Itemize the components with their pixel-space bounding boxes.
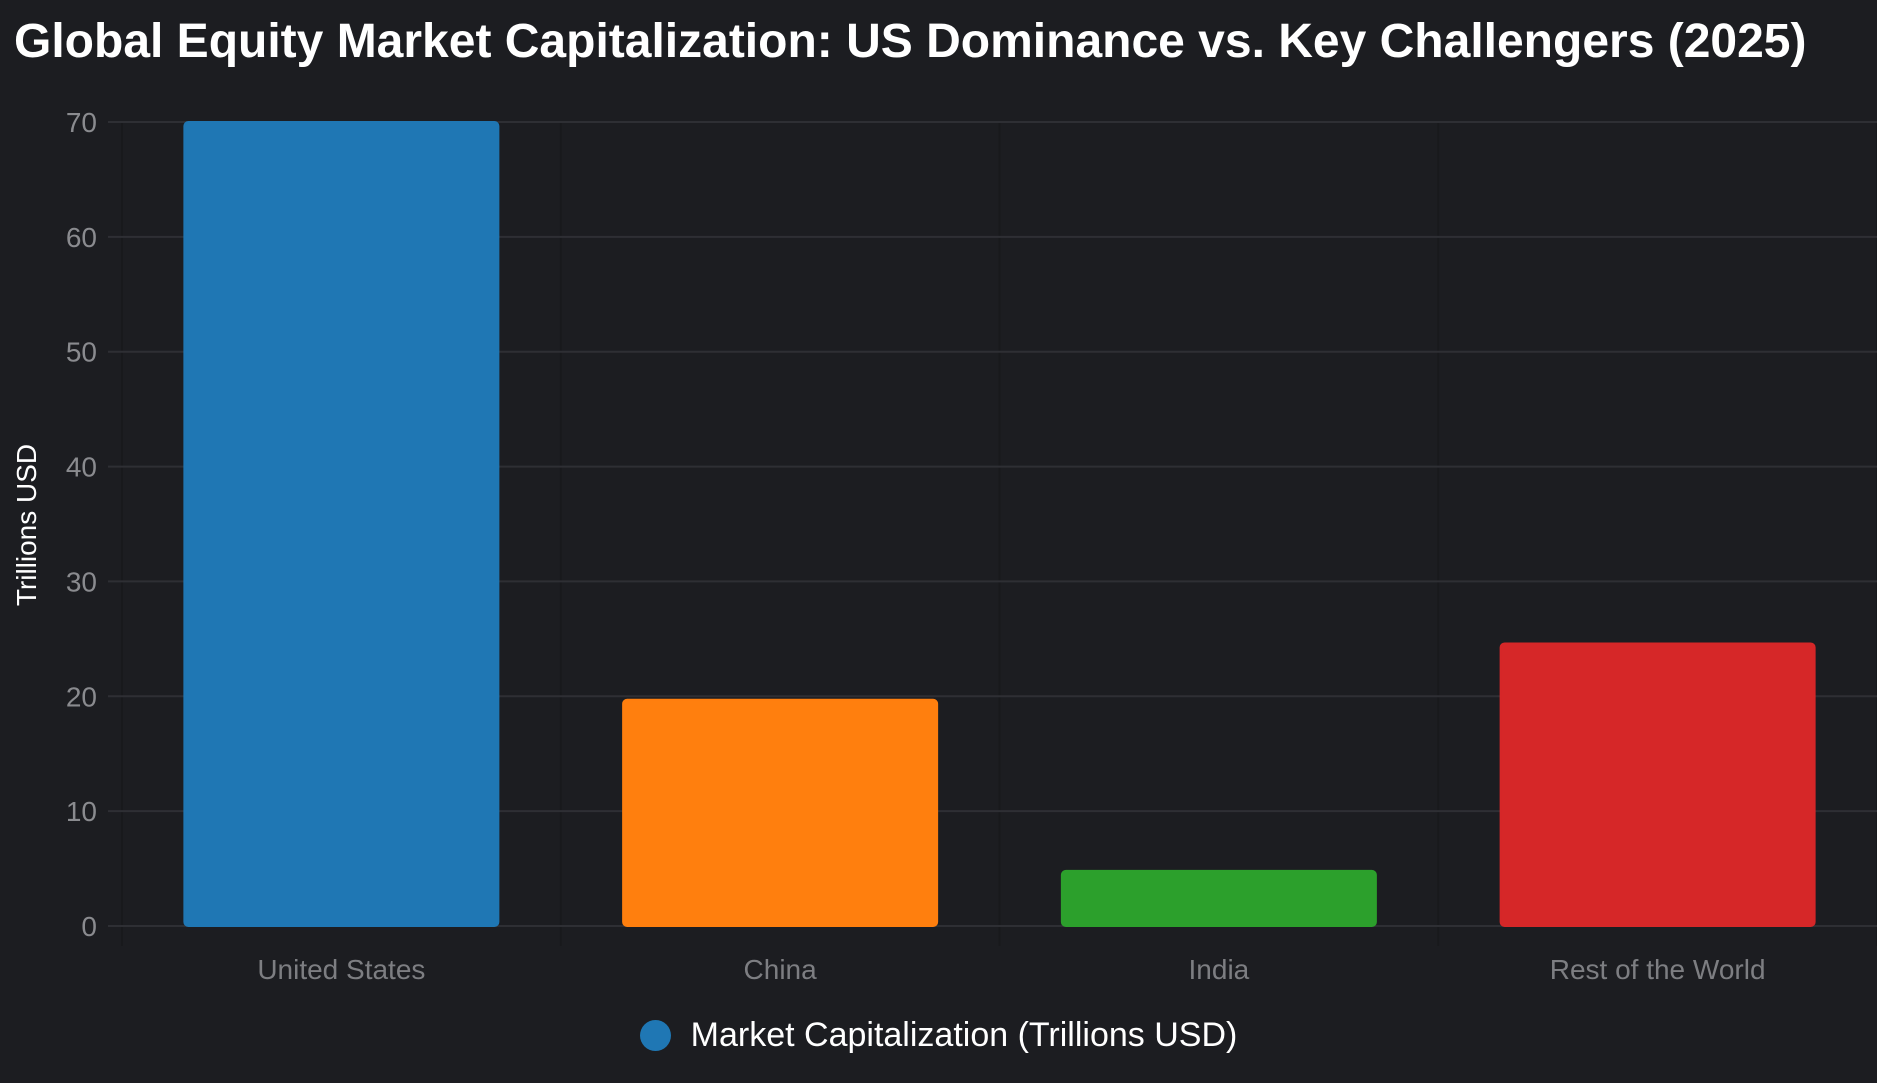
- bars-layer: [183, 121, 1816, 928]
- x-tick-labels: United States China India Rest of the World: [257, 954, 1765, 985]
- y-tick-label: 30: [66, 566, 97, 597]
- legend-label: Market Capitalization (Trillions USD): [690, 1016, 1238, 1054]
- x-tick-label: Rest of the World: [1550, 954, 1766, 985]
- x-tick-label: United States: [257, 954, 425, 985]
- y-tick-label: 20: [66, 681, 97, 712]
- bar-united-states[interactable]: [183, 121, 500, 927]
- y-tick-labels: 0 10 20 30 40 50 60 70: [66, 107, 97, 942]
- bar-china[interactable]: [622, 698, 939, 928]
- y-axis-title: Trillions USD: [11, 444, 42, 606]
- x-tick-label: India: [1189, 954, 1250, 985]
- x-tick-label: China: [744, 954, 818, 985]
- y-tick-label: 50: [66, 337, 97, 368]
- y-tick-label: 40: [66, 452, 97, 483]
- y-tick-label: 70: [66, 107, 97, 138]
- chart-title: Global Equity Market Capitalization: US …: [14, 15, 1807, 68]
- bar-india[interactable]: [1060, 869, 1377, 928]
- y-tick-label: 0: [81, 911, 97, 942]
- legend-swatch-icon: [639, 1020, 671, 1051]
- bar-rest-of-the-world[interactable]: [1499, 642, 1816, 927]
- y-tick-label: 10: [66, 796, 97, 827]
- legend[interactable]: Market Capitalization (Trillions USD): [0, 1016, 1877, 1055]
- y-tick-label: 60: [66, 222, 97, 253]
